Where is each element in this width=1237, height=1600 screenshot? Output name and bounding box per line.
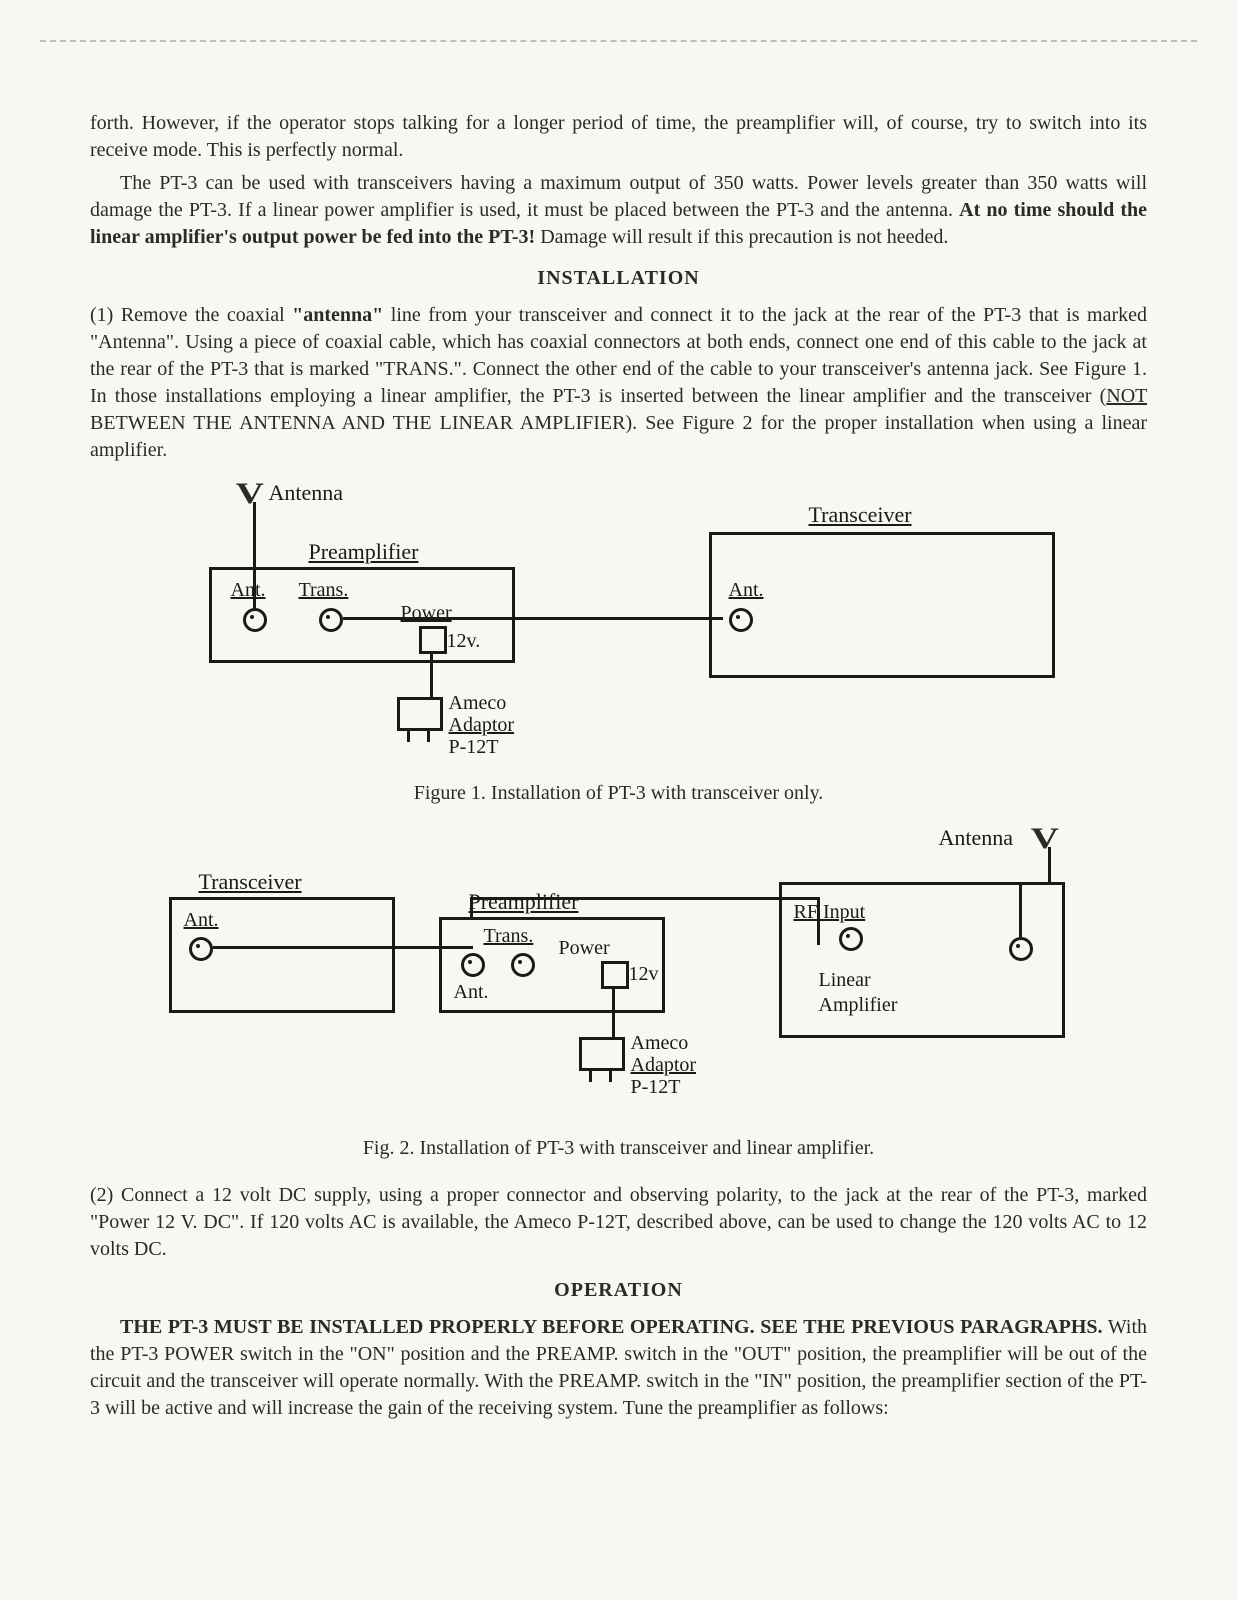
heading-installation: INSTALLATION xyxy=(90,265,1147,292)
text: BETWEEN THE ANTENNA AND THE LINEAR AMPLI… xyxy=(90,412,1147,461)
label-transceiver: Transceiver xyxy=(199,867,302,897)
wire xyxy=(343,617,723,620)
text-emphasis: THE PT-3 MUST BE INSTALLED PROPERLY BEFO… xyxy=(120,1316,1103,1338)
jack-ant xyxy=(189,937,213,961)
heading-operation: OPERATION xyxy=(90,1277,1147,1304)
text-emphasis: "antenna" xyxy=(292,304,383,326)
wire xyxy=(430,652,433,697)
wire xyxy=(609,1068,612,1082)
jack-linear-out xyxy=(1009,937,1033,961)
label-ant: Ant. xyxy=(231,577,266,604)
adaptor-box xyxy=(397,697,443,731)
wire xyxy=(1048,847,1051,882)
jack-preamp-ant xyxy=(461,953,485,977)
document-page: forth. However, if the operator stops ta… xyxy=(0,0,1237,1600)
step-2: (2) Connect a 12 volt DC supply, using a… xyxy=(90,1182,1147,1263)
jack-ant xyxy=(243,608,267,632)
label-power: Power xyxy=(401,600,452,627)
label-ant2: Ant. xyxy=(454,979,489,1006)
label-rf-input: RF Input xyxy=(794,899,866,926)
label-trans: Trans. xyxy=(299,577,349,604)
label-linear-2: Amplifier xyxy=(819,992,898,1019)
figure-1: V Antenna Preamplifier Ant. Trans. Power… xyxy=(169,482,1069,772)
operation-paragraph: THE PT-3 MUST BE INSTALLED PROPERLY BEFO… xyxy=(90,1314,1147,1422)
figure-2-caption: Fig. 2. Installation of PT-3 with transc… xyxy=(90,1135,1147,1162)
label-antenna: Antenna xyxy=(939,823,1014,853)
label-preamplifier: Preamplifier xyxy=(309,537,419,567)
text: Damage will result if this precaution is… xyxy=(535,226,948,248)
figure-2: Transceiver Ant. Preamplifier Trans. Ant… xyxy=(139,827,1099,1127)
figure-1-caption: Figure 1. Installation of PT-3 with tran… xyxy=(90,780,1147,807)
wire xyxy=(1019,882,1022,937)
text-underline: NOT xyxy=(1106,385,1147,407)
wire xyxy=(407,728,410,742)
step-1: (1) Remove the coaxial "antenna" line fr… xyxy=(90,302,1147,464)
antenna-icon: V xyxy=(1030,819,1058,860)
label-transceiver: Transceiver xyxy=(809,500,912,530)
paragraph-continuation: forth. However, if the operator stops ta… xyxy=(90,110,1147,164)
wire xyxy=(427,728,430,742)
label-ant: Ant. xyxy=(184,907,219,934)
label-12v: 12v xyxy=(629,961,659,988)
wire xyxy=(470,897,820,900)
label-linear-1: Linear xyxy=(819,967,871,994)
wire xyxy=(589,1068,592,1082)
paragraph-power-warning: The PT-3 can be used with transceivers h… xyxy=(90,170,1147,251)
jack-rf-input xyxy=(839,927,863,951)
wire xyxy=(612,987,615,1037)
transceiver-box xyxy=(709,532,1055,678)
jack-preamp-trans xyxy=(511,953,535,977)
power-jack xyxy=(601,961,629,989)
adaptor-box xyxy=(579,1037,625,1071)
text: (1) Remove the coaxial xyxy=(90,304,292,326)
antenna-icon: V xyxy=(235,474,263,515)
label-trans: Trans. xyxy=(484,923,534,950)
label-ameco-3: P-12T xyxy=(631,1074,681,1101)
label-ameco-3: P-12T xyxy=(449,734,499,761)
label-preamplifier: Preamplifier xyxy=(469,887,579,917)
label-12v: 12v. xyxy=(447,628,481,655)
jack-trans xyxy=(319,608,343,632)
jack-transceiver-ant xyxy=(729,608,753,632)
power-jack xyxy=(419,626,447,654)
label-power: Power xyxy=(559,935,610,962)
label-antenna: Antenna xyxy=(269,478,344,508)
wire xyxy=(213,946,473,949)
label-ant2: Ant. xyxy=(729,577,764,604)
wire xyxy=(470,897,473,917)
